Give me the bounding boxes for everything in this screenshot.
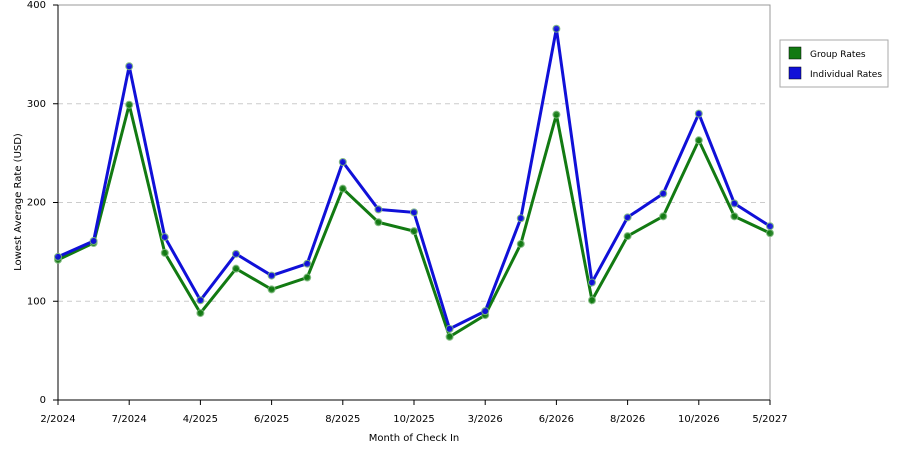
data-point — [267, 271, 276, 280]
data-point — [374, 218, 383, 227]
y-tick-label: 200 — [27, 198, 46, 209]
data-point — [730, 212, 739, 221]
data-point — [196, 296, 205, 305]
data-point — [588, 278, 596, 287]
data-point — [374, 205, 383, 214]
x-tick-label: 4/2025 — [183, 414, 218, 425]
data-point — [659, 189, 668, 198]
data-point — [54, 252, 62, 261]
x-tick-label: 8/2025 — [325, 414, 360, 425]
data-point — [623, 232, 632, 241]
data-point — [588, 296, 596, 305]
legend-label: Group Rates — [810, 50, 866, 60]
x-tick-label: 10/2025 — [393, 414, 435, 425]
data-point — [232, 264, 240, 273]
data-point — [338, 184, 347, 193]
data-point — [267, 285, 276, 294]
data-point — [445, 324, 454, 333]
y-tick-label: 400 — [27, 0, 46, 11]
data-point — [410, 208, 418, 217]
y-tick-label: 300 — [27, 99, 46, 110]
data-point — [766, 222, 774, 231]
data-point — [659, 212, 668, 221]
data-point — [410, 227, 418, 236]
x-tick-label: 5/2027 — [752, 414, 787, 425]
x-tick-label: 3/2026 — [468, 414, 503, 425]
data-point — [125, 62, 134, 71]
data-point — [552, 110, 561, 119]
data-point — [552, 24, 561, 33]
y-tick-label: 0 — [40, 395, 46, 406]
data-point — [481, 307, 490, 316]
x-tick-label: 2/2024 — [40, 414, 75, 425]
data-point — [623, 213, 632, 222]
y-tick-label: 100 — [27, 296, 46, 307]
data-point — [694, 136, 703, 145]
x-tick-label: 8/2026 — [610, 414, 645, 425]
data-point — [196, 309, 205, 318]
data-point — [89, 237, 98, 246]
data-point — [232, 249, 240, 258]
data-point — [694, 109, 703, 118]
data-point — [516, 239, 525, 248]
data-point — [125, 100, 134, 109]
x-tick-label: 6/2025 — [254, 414, 289, 425]
x-axis-label: Month of Check In — [369, 433, 460, 444]
data-point — [730, 199, 739, 208]
legend-swatch — [788, 46, 802, 60]
data-point — [516, 214, 525, 223]
data-point — [303, 273, 312, 282]
data-point — [160, 233, 169, 242]
data-point — [445, 332, 454, 341]
legend-label: Individual Rates — [810, 70, 882, 80]
x-tick-label: 6/2026 — [539, 414, 574, 425]
x-tick-label: 7/2024 — [112, 414, 147, 425]
data-point — [766, 229, 774, 238]
y-axis-label: Lowest Average Rate (USD) — [13, 133, 24, 271]
data-point — [303, 259, 312, 268]
data-point — [338, 158, 347, 167]
data-point — [160, 248, 169, 257]
x-tick-label: 10/2026 — [678, 414, 720, 425]
legend-swatch — [788, 66, 802, 80]
